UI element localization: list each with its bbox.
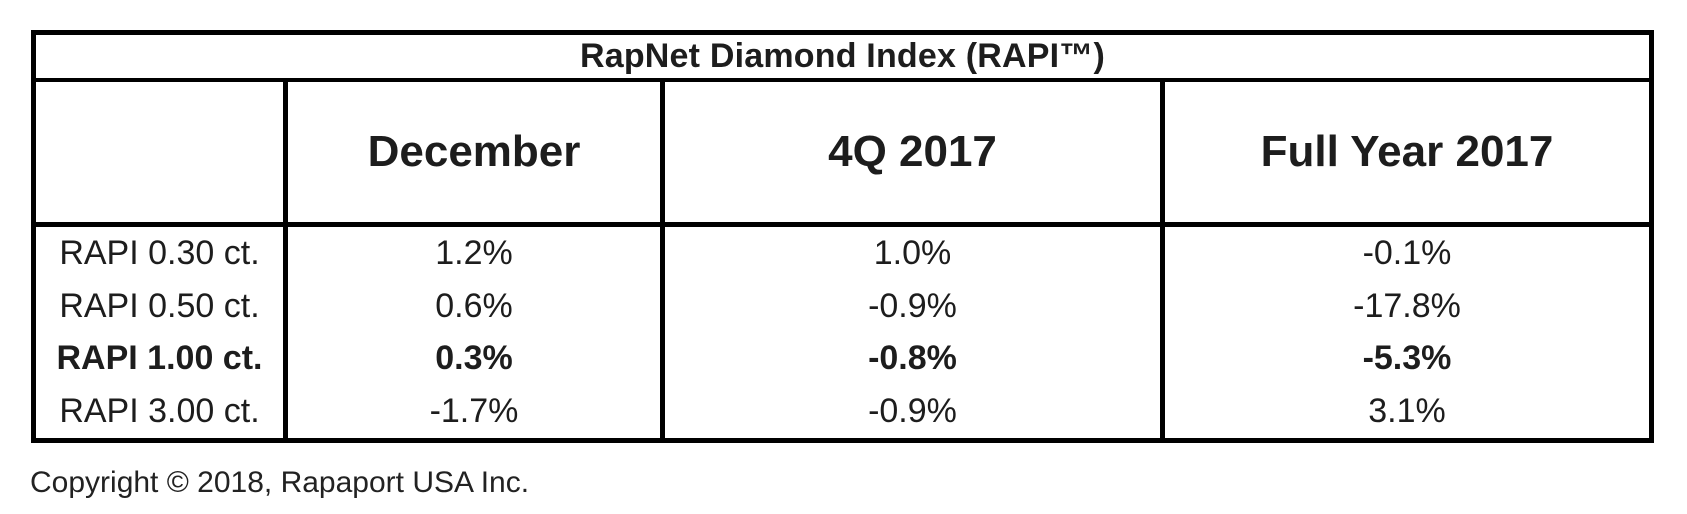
cell-4q-2017: -0.9% [665,385,1165,438]
cell-4q-2017: -0.9% [665,279,1165,333]
table-body: RAPI 0.30 ct. 1.2% 1.0% -0.1% RAPI 0.50 … [36,227,1649,438]
row-label: RAPI 1.00 ct. [36,332,288,386]
copyright-text: Copyright © 2018, Rapaport USA Inc. [30,466,530,499]
table-row: RAPI 0.50 ct. 0.6% -0.9% -17.8% [36,279,1649,333]
table-row: RAPI 0.30 ct. 1.2% 1.0% -0.1% [36,227,1649,280]
cell-december: 0.6% [288,279,665,333]
table-row-emphasized: RAPI 1.00 ct. 0.3% -0.8% -5.3% [36,332,1649,386]
header-cell-december: December [288,82,665,222]
rapi-index-table: RapNet Diamond Index (RAPI™) December 4Q… [31,30,1654,443]
table-title: RapNet Diamond Index (RAPI™) [36,35,1649,82]
cell-full-year-2017: -5.3% [1362,339,1452,378]
cell-4q-2017: 1.0% [665,227,1165,280]
table-row: RAPI 3.00 ct. -1.7% -0.9% 3.1% [36,385,1649,438]
header-cell-full-year-2017: Full Year 2017 [1260,127,1554,176]
row-label: RAPI 0.50 ct. [36,279,288,333]
cell-full-year-2017: 3.1% [1368,392,1446,431]
table-header-row: December 4Q 2017 Full Year 2017 [36,82,1649,227]
cell-4q-2017: -0.8% [665,332,1165,386]
cell-december: -1.7% [288,385,665,438]
row-label: RAPI 3.00 ct. [36,385,288,438]
row-label: RAPI 0.30 ct. [36,227,288,280]
header-cell-4q-2017: 4Q 2017 [665,82,1165,222]
cell-full-year-2017: -0.1% [1362,233,1452,272]
cell-full-year-2017: -17.8% [1353,286,1461,325]
cell-december: 1.2% [288,227,665,280]
cell-december: 0.3% [288,332,665,386]
header-cell-empty [36,82,288,222]
